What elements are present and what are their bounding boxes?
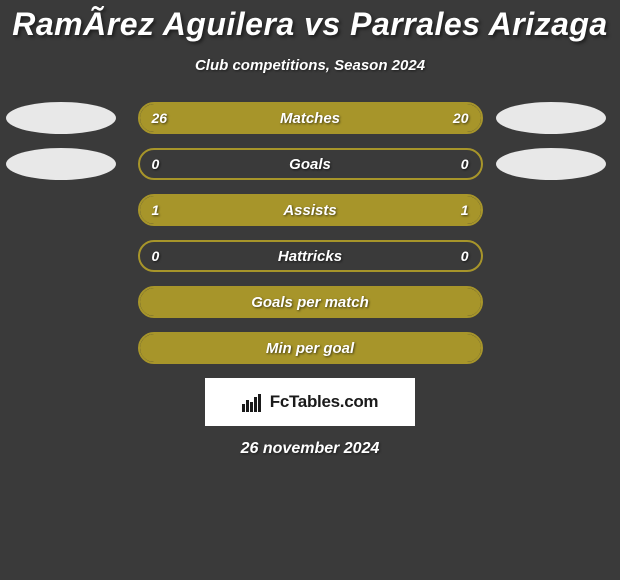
comparison-card: RamÃ­rez Aguilera vs Parrales Arizaga Cl… [0, 0, 620, 580]
stat-bar-track: Goals0 0 [138, 148, 483, 180]
player-avatar-right [496, 102, 606, 134]
stat-value-left: 0 [152, 150, 160, 178]
brand-text: FcTables.com [270, 392, 379, 412]
brand-box: FcTables.com [205, 378, 415, 426]
stat-row: Matches2620 [0, 102, 620, 134]
stat-row: Goals0 0 [0, 148, 620, 180]
stat-bar-track: Goals per match [138, 286, 483, 318]
player-avatar-left [6, 102, 116, 134]
stat-bar-fill [140, 288, 481, 316]
stat-label: Hattricks [140, 242, 481, 270]
stat-bar-track: Assists11 [138, 194, 483, 226]
stat-bar-track: Matches2620 [138, 102, 483, 134]
stat-row: Goals per match [0, 286, 620, 318]
subtitle: Club competitions, Season 2024 [195, 57, 425, 74]
stat-row: Min per goal [0, 332, 620, 364]
stat-row: Hattricks0 0 [0, 240, 620, 272]
stat-bar-track: Min per goal [138, 332, 483, 364]
brand-bars-icon [242, 392, 264, 412]
date-label: 26 november 2024 [241, 440, 380, 458]
stat-label: Goals [140, 150, 481, 178]
stats-area: Matches2620Goals00Assists11Hattricks00Go… [0, 102, 620, 364]
stat-value-right: 0 [461, 150, 469, 178]
player-avatar-right [496, 148, 606, 180]
player-avatar-left [6, 148, 116, 180]
stat-row: Assists11 [0, 194, 620, 226]
stat-value-left: 0 [152, 242, 160, 270]
stat-bar-fill [140, 104, 481, 132]
stat-value-right: 0 [461, 242, 469, 270]
stat-bar-fill [140, 334, 481, 362]
page-title: RamÃ­rez Aguilera vs Parrales Arizaga [12, 6, 607, 43]
stat-bar-track: Hattricks0 0 [138, 240, 483, 272]
stat-bar-fill [140, 196, 481, 224]
